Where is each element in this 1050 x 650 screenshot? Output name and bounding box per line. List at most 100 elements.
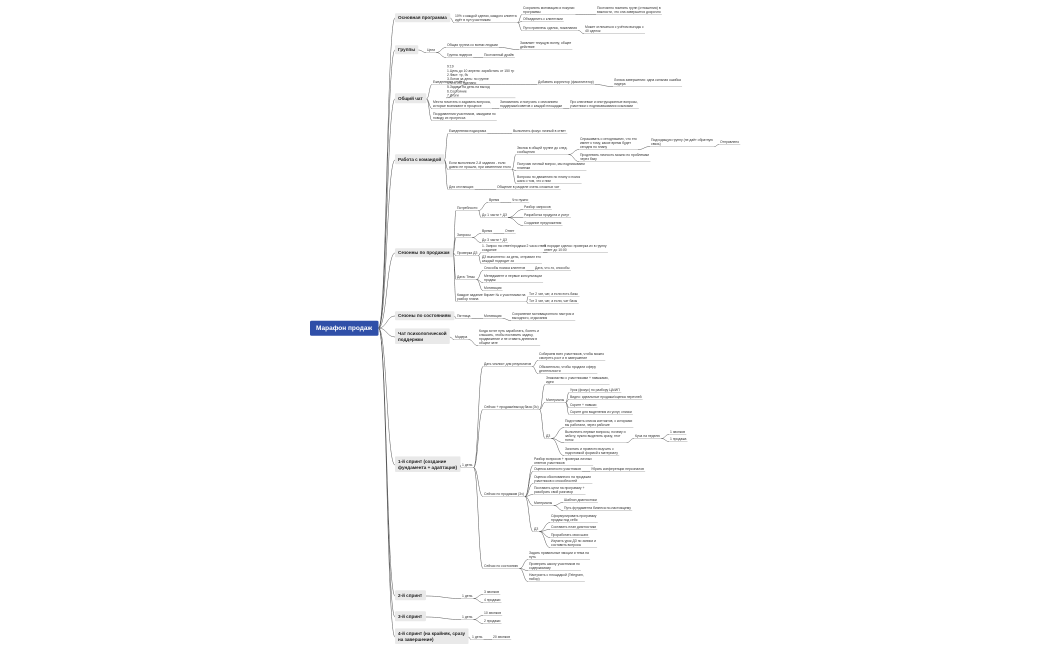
node: В порядке сделок: проверка их в группу от… <box>543 244 608 253</box>
node-label: Знакомство с участниками + навыками, идеи <box>546 376 609 384</box>
node-label: Сезоны по состояниям <box>398 313 451 318</box>
node: Сохранение мотивационного настроя и выход… <box>511 312 576 321</box>
connector <box>426 98 433 121</box>
connector <box>473 598 484 603</box>
node: Поздравления участников, закидаем по пово… <box>432 112 497 121</box>
node-label: 1 день <box>462 615 473 619</box>
node-label: Сейчас по продажам (3ч) <box>484 492 524 496</box>
node-label: 3-й спринт <box>398 613 423 619</box>
node-label: Тот 2 чат, чат, а если есть базы <box>529 292 579 296</box>
node: Может отличаться с учётом выгоды с 40 сде… <box>584 25 646 34</box>
connector <box>449 336 455 340</box>
node: Тот 3 чат, чат, а если, чат базы <box>528 299 579 304</box>
node-label: 1 день <box>462 594 473 598</box>
node-label: Менеджмент и первые консультации продаж <box>484 274 542 282</box>
connector <box>524 483 534 497</box>
node-label: Проверка ДЗ <box>457 251 477 255</box>
node-label: Проверить школу участников по содержимому <box>529 562 580 570</box>
node: 1. Запрос на ответ/продажи 2 часа ответ с… <box>481 244 548 253</box>
branch-box <box>395 311 455 321</box>
node: Разбор запросов <box>523 205 552 210</box>
node-label: Ежедневные отчёты <box>433 80 466 84</box>
connector <box>578 30 585 34</box>
node-label: В порядке сделок: проверка их в группу от… <box>544 244 607 252</box>
node-label: Проработать свои шаги <box>551 533 588 537</box>
node-label: Выполнить первые вопросы, почему и заботу… <box>565 430 626 442</box>
branch-box <box>395 13 451 23</box>
node: Модера <box>454 335 469 340</box>
node: Общение в разделе очень сложных чат <box>496 185 561 190</box>
connector <box>454 315 457 319</box>
connector <box>594 84 614 87</box>
connector <box>378 159 396 329</box>
connector <box>378 49 396 329</box>
node: Менеджмент и первые консультации продаж <box>483 274 544 283</box>
connector <box>452 237 457 254</box>
node: 3 звонков <box>483 590 501 595</box>
node-label: Запоминать и получать с описанием поддерж… <box>500 100 562 108</box>
node-label: Логика завершения: одна сильная ошибка ли… <box>614 78 681 86</box>
connector <box>444 159 449 190</box>
connector <box>539 531 551 548</box>
connector <box>436 52 447 58</box>
node: Ежедневные отчёты <box>432 80 467 85</box>
connector <box>532 360 539 367</box>
node-label: 9:19 1.Цель до 10 апреля: заработать от 1… <box>447 65 514 98</box>
node: Пути привлечь сделок, пожелания <box>522 26 579 31</box>
node-label: 1 продажа <box>670 437 686 441</box>
connector <box>460 464 462 468</box>
connector <box>524 471 534 497</box>
node-label: Материалы <box>534 501 553 505</box>
node: До 3 части + ДЗ <box>481 238 508 243</box>
node: Что нужно <box>511 198 530 203</box>
node-label: До 3 части + ДЗ <box>482 238 507 242</box>
node: Знакомство с участниками + навыками, идеи <box>545 376 610 385</box>
node-label: ДЗ <box>546 434 550 438</box>
connector <box>714 144 720 147</box>
connector <box>661 438 670 442</box>
node: Разработка продукта и услуг <box>523 213 571 218</box>
node: 10 звонков <box>483 611 503 616</box>
node-label: Общение в разделе очень сложных чат <box>497 185 560 189</box>
node-label: Сохранить мотивацию и покупки программы <box>523 6 574 14</box>
branch-node: Сезонны по продажам <box>395 248 454 258</box>
node: До 1 части + ДЗ <box>481 213 508 218</box>
node: Время <box>488 198 501 203</box>
connector <box>498 47 520 50</box>
connector <box>511 154 517 170</box>
node-label: Ежедневная подкормка <box>449 129 486 133</box>
branch-node: Общий чат <box>395 93 427 104</box>
branch-box <box>395 248 454 258</box>
node-label: Путь фундамента бизнеса по-настоящему <box>564 506 631 510</box>
node-label: Если выполнили 2-й задания - если давно н… <box>449 161 511 169</box>
node-label: Когда хотят путь заработать, болеть и слы… <box>479 329 539 345</box>
node: Пятница <box>456 314 472 319</box>
node: Зачитать и провести выучить с подготовкой… <box>564 447 620 456</box>
connector <box>472 237 482 243</box>
node-label: Разбор вопросов + проверка личных ответов… <box>534 457 592 465</box>
node-label: Отправлено <box>720 140 739 144</box>
node: Время <box>481 229 494 234</box>
connector <box>378 98 396 329</box>
node-label: Куча на неделю <box>635 434 660 438</box>
node-label: Ответ <box>505 229 515 233</box>
node: Шаблон диагностики <box>563 498 598 503</box>
node-label: Может отличаться с учётом выгоды с 40 сде… <box>585 25 644 33</box>
node-label: Спрашивать о сегодняшних, что это имеет к… <box>580 137 637 149</box>
node-label: Дата, что-то, способы <box>535 266 570 270</box>
connector <box>476 279 484 291</box>
node: Каждое задание бирает № к участникам на р… <box>456 293 527 302</box>
node: Видео: идеальные продажи/оценка перечней <box>569 395 643 400</box>
connector <box>436 47 447 53</box>
node-label: Продлевать личность можно по проблемам че… <box>580 153 649 161</box>
branch-node: 3-й спринт <box>395 611 426 622</box>
connector <box>473 467 484 569</box>
node-label: 2-й спринт <box>398 592 423 598</box>
connector <box>551 427 565 439</box>
node-label: Видео: идеальные продажи/оценка перечней <box>570 395 642 399</box>
connector <box>532 366 539 374</box>
branch-node: Группы <box>395 45 419 55</box>
connector <box>507 217 524 226</box>
branch-node: Основная программа <box>395 13 451 23</box>
